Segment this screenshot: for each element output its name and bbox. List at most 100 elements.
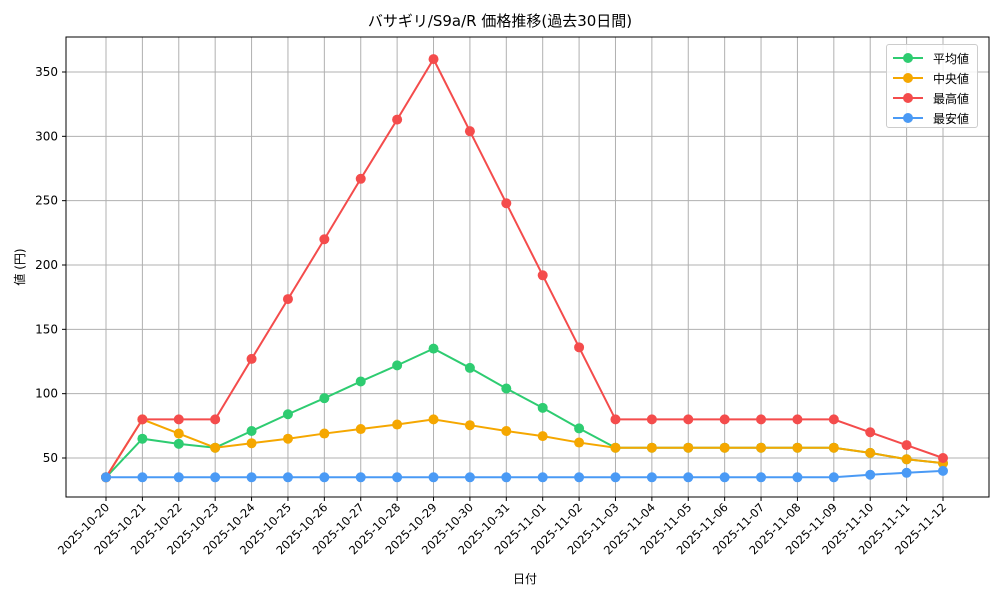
data-point	[574, 423, 585, 434]
series-平均値	[101, 343, 948, 483]
data-point	[464, 472, 475, 483]
legend-label: 最安値	[933, 112, 970, 126]
data-point	[101, 472, 111, 483]
data-point	[392, 472, 403, 483]
data-point	[792, 442, 803, 453]
data-point	[537, 472, 548, 483]
data-point	[537, 402, 548, 413]
data-point	[246, 353, 257, 364]
data-point	[173, 438, 184, 449]
legend-marker-icon	[903, 93, 913, 103]
data-point	[683, 442, 694, 453]
data-point	[610, 414, 621, 425]
data-point	[319, 393, 330, 404]
legend-label: 中央値	[933, 72, 970, 86]
y-tick-label: 50	[43, 451, 58, 465]
data-point	[428, 343, 439, 354]
data-point	[901, 467, 912, 478]
data-point	[464, 362, 475, 373]
data-point	[282, 472, 293, 483]
y-tick-label: 200	[35, 258, 58, 272]
legend-label: 最高値	[933, 92, 970, 106]
y-tick-label: 250	[35, 194, 58, 208]
data-point	[610, 442, 621, 453]
data-point	[246, 472, 257, 483]
series-最安値	[101, 465, 948, 483]
series-中央値	[101, 414, 948, 483]
data-point	[828, 414, 839, 425]
series-最高値	[101, 54, 948, 483]
data-point	[501, 472, 512, 483]
data-point	[683, 414, 694, 425]
data-point	[282, 294, 293, 305]
data-point	[683, 472, 694, 483]
data-point	[756, 414, 767, 425]
data-point	[719, 414, 730, 425]
data-point	[355, 173, 366, 184]
y-tick-label: 100	[35, 387, 58, 401]
data-point	[355, 376, 366, 387]
y-tick-label: 150	[35, 322, 58, 336]
x-axis-label: 日付	[513, 572, 537, 586]
data-point	[319, 428, 330, 439]
data-point	[173, 428, 184, 439]
data-point	[537, 431, 548, 442]
data-point	[646, 414, 657, 425]
data-point	[537, 270, 548, 281]
data-point	[137, 472, 148, 483]
data-point	[210, 442, 221, 453]
data-point	[574, 472, 585, 483]
plot-frame	[65, 36, 990, 498]
data-point	[646, 442, 657, 453]
data-point	[865, 427, 876, 438]
data-point	[246, 425, 257, 436]
data-point	[173, 472, 184, 483]
data-point	[137, 433, 148, 444]
data-point	[792, 472, 803, 483]
data-point	[319, 234, 330, 245]
x-axis: 2025-10-202025-10-212025-10-222025-10-23…	[55, 497, 949, 557]
data-point	[464, 420, 475, 431]
data-point	[719, 472, 730, 483]
data-point	[938, 465, 948, 476]
y-axis-label: 値 (円)	[12, 248, 27, 285]
data-point	[901, 440, 912, 451]
legend: 平均値 中央値 最高値 最安値	[886, 44, 978, 128]
data-point	[210, 472, 221, 483]
data-point	[828, 472, 839, 483]
data-point	[428, 414, 439, 425]
data-point	[392, 419, 403, 430]
series-lines	[101, 54, 948, 483]
data-point	[282, 409, 293, 420]
data-point	[501, 198, 512, 209]
data-point	[646, 472, 657, 483]
data-point	[428, 472, 439, 483]
data-point	[574, 342, 585, 353]
data-point	[865, 469, 876, 480]
data-point	[901, 454, 912, 465]
data-point	[210, 414, 221, 425]
data-point	[501, 383, 512, 394]
legend-item-max: 最高値	[887, 88, 977, 108]
data-point	[137, 414, 148, 425]
data-point	[792, 414, 803, 425]
data-point	[282, 433, 293, 444]
data-point	[719, 442, 730, 453]
legend-marker-icon	[903, 113, 913, 123]
data-point	[501, 425, 512, 436]
y-tick-label: 350	[35, 65, 58, 79]
data-point	[355, 424, 366, 435]
data-point	[319, 472, 330, 483]
legend-item-min: 最安値	[887, 108, 977, 128]
chart-title: バサギリ/S9a/R 価格推移(過去30日間)	[367, 12, 633, 30]
data-point	[828, 442, 839, 453]
y-axis: 50 100 150 200 250 300 350	[35, 65, 66, 465]
legend-item-median: 中央値	[887, 68, 977, 88]
data-point	[574, 437, 585, 448]
legend-marker-icon	[903, 73, 913, 83]
legend-item-average: 平均値	[887, 48, 977, 68]
data-point	[392, 360, 403, 371]
data-point	[464, 126, 475, 137]
data-point	[756, 442, 767, 453]
